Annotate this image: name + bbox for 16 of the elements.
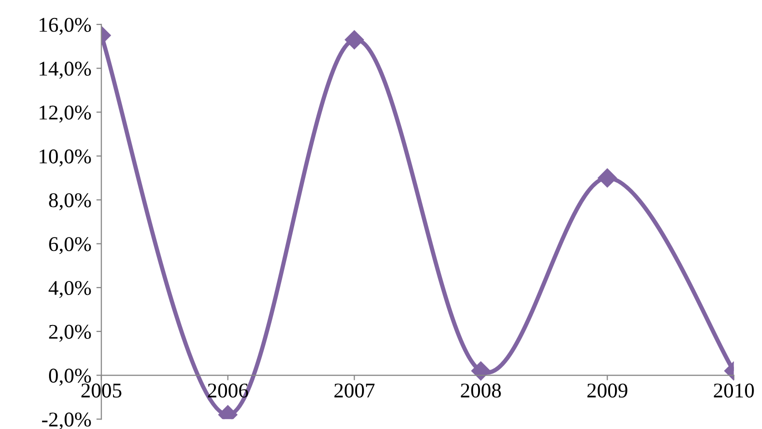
y-tick-label: 8,0% xyxy=(49,193,91,210)
y-tick-label: 16,0% xyxy=(40,18,91,35)
x-tick-label: 2007 xyxy=(334,384,375,398)
point xyxy=(344,30,364,50)
y-tick-label: 0,0% xyxy=(49,368,91,386)
x-tick-label: 2008 xyxy=(460,384,501,398)
x-tick-label: 2010 xyxy=(714,384,754,398)
y-tick-label: 14,0% xyxy=(40,62,91,79)
y-tick-label: 10,0% xyxy=(40,149,91,166)
y-tick-label: 2,0% xyxy=(49,324,91,342)
point xyxy=(471,361,490,380)
y-tick-label: 12,0% xyxy=(40,106,91,123)
x-tick-label: 2005 xyxy=(81,384,122,398)
y-tick-label: 4,0% xyxy=(48,280,91,298)
y-tick-label: 6,0% xyxy=(49,237,91,254)
x-tick-label: 2009 xyxy=(587,384,628,398)
